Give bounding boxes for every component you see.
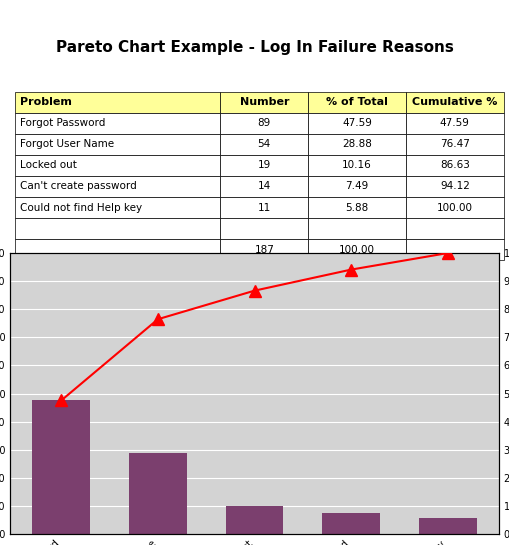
FancyBboxPatch shape (15, 155, 220, 176)
Bar (129, 453, 187, 534)
Text: 28.88: 28.88 (342, 140, 372, 149)
Text: 89: 89 (258, 118, 271, 128)
FancyBboxPatch shape (220, 155, 308, 176)
FancyBboxPatch shape (15, 218, 220, 239)
Text: 10.16: 10.16 (342, 160, 372, 171)
FancyBboxPatch shape (15, 113, 220, 134)
FancyBboxPatch shape (220, 134, 308, 155)
Text: 5.88: 5.88 (346, 203, 369, 213)
Text: Forgot User Name: Forgot User Name (20, 140, 114, 149)
FancyBboxPatch shape (220, 113, 308, 134)
FancyBboxPatch shape (406, 197, 504, 218)
FancyBboxPatch shape (220, 197, 308, 218)
Bar (225, 506, 284, 534)
Text: Problem: Problem (20, 97, 72, 107)
Text: % of Total: % of Total (326, 97, 388, 107)
FancyBboxPatch shape (15, 197, 220, 218)
FancyBboxPatch shape (308, 239, 406, 260)
Text: Can't create password: Can't create password (20, 181, 137, 191)
FancyBboxPatch shape (308, 197, 406, 218)
Bar (419, 518, 476, 534)
FancyBboxPatch shape (406, 113, 504, 134)
FancyBboxPatch shape (15, 239, 220, 260)
Bar (322, 513, 380, 534)
FancyBboxPatch shape (220, 239, 308, 260)
Text: Could not find Help key: Could not find Help key (20, 203, 142, 213)
FancyBboxPatch shape (308, 218, 406, 239)
Text: 76.47: 76.47 (440, 140, 470, 149)
FancyBboxPatch shape (406, 155, 504, 176)
Text: 47.59: 47.59 (440, 118, 470, 128)
FancyBboxPatch shape (308, 113, 406, 134)
FancyBboxPatch shape (220, 218, 308, 239)
Text: 100.00: 100.00 (339, 245, 375, 255)
Text: Pareto Chart Example - Log In Failure Reasons: Pareto Chart Example - Log In Failure Re… (55, 39, 454, 54)
FancyBboxPatch shape (15, 92, 220, 113)
FancyBboxPatch shape (15, 134, 220, 155)
FancyBboxPatch shape (308, 176, 406, 197)
Text: 47.59: 47.59 (342, 118, 372, 128)
Text: Locked out: Locked out (20, 160, 77, 171)
FancyBboxPatch shape (406, 239, 504, 260)
Text: Cumulative %: Cumulative % (412, 97, 497, 107)
Text: 19: 19 (258, 160, 271, 171)
Bar (33, 401, 90, 534)
FancyBboxPatch shape (406, 176, 504, 197)
Text: 187: 187 (254, 245, 274, 255)
FancyBboxPatch shape (406, 218, 504, 239)
Text: 94.12: 94.12 (440, 181, 470, 191)
Text: Number: Number (240, 97, 289, 107)
FancyBboxPatch shape (308, 155, 406, 176)
FancyBboxPatch shape (308, 134, 406, 155)
Text: Forgot Password: Forgot Password (20, 118, 105, 128)
FancyBboxPatch shape (406, 134, 504, 155)
FancyBboxPatch shape (308, 92, 406, 113)
Text: 14: 14 (258, 181, 271, 191)
Text: 86.63: 86.63 (440, 160, 470, 171)
FancyBboxPatch shape (406, 92, 504, 113)
Text: 100.00: 100.00 (437, 203, 473, 213)
Text: 54: 54 (258, 140, 271, 149)
Text: 11: 11 (258, 203, 271, 213)
FancyBboxPatch shape (15, 176, 220, 197)
FancyBboxPatch shape (220, 92, 308, 113)
FancyBboxPatch shape (220, 176, 308, 197)
Text: 7.49: 7.49 (346, 181, 369, 191)
